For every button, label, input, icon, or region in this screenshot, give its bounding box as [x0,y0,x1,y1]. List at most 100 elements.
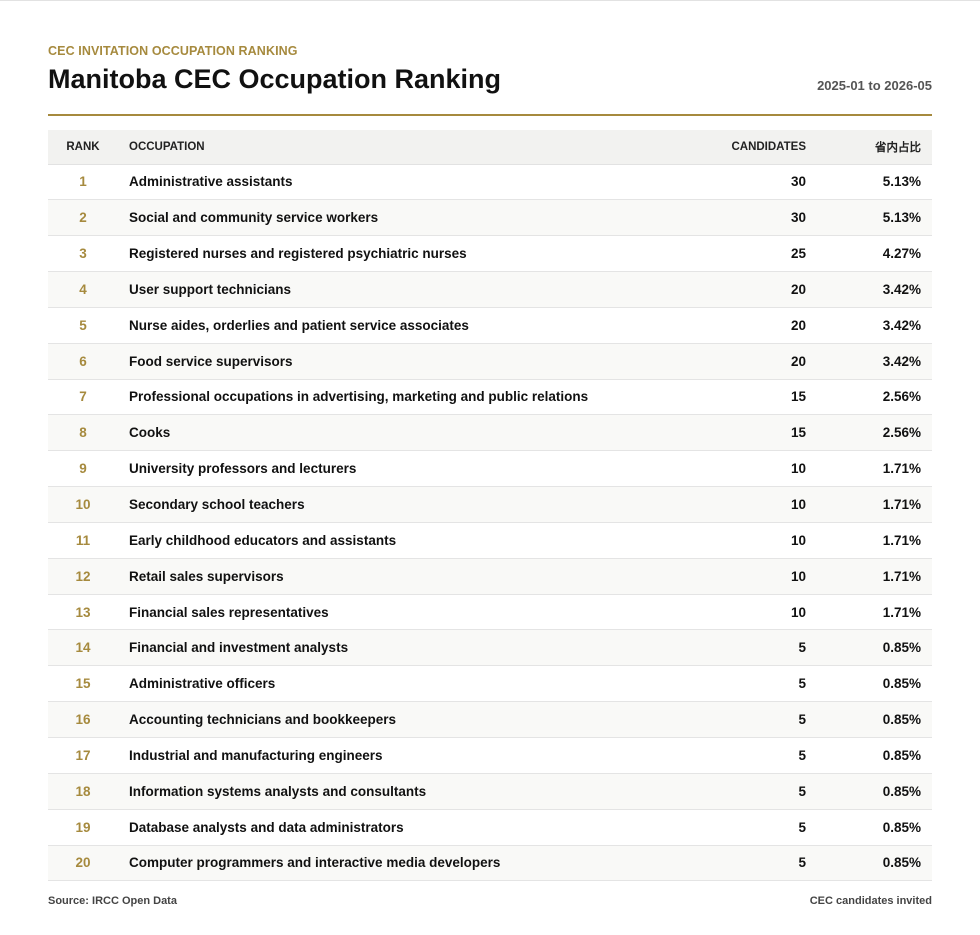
cell-share: 1.71% [806,486,932,523]
cell-occupation: Retail sales supervisors [118,558,678,595]
cell-share: 5.13% [806,199,932,237]
table-row: 4 User support technicians 20 3.42% [48,271,932,308]
table-header: RANK OCCUPATION CANDIDATES 省内占比 [48,130,932,165]
cell-share: 5.13% [806,164,932,201]
cell-candidates: 15 [678,414,806,452]
cell-candidates: 30 [678,164,806,201]
cell-occupation: Information systems analysts and consult… [118,773,678,810]
table-row: 3 Registered nurses and registered psychi… [48,235,932,273]
cell-share: 4.27% [806,235,932,273]
table-row: 18 Information systems analysts and consu… [48,773,932,810]
table-row: 8 Cooks 15 2.56% [48,414,932,452]
column-header-occupation: OCCUPATION [118,130,678,165]
cell-occupation: Database analysts and data administrator… [118,809,678,846]
cell-occupation: Secondary school teachers [118,486,678,523]
table-row: 6 Food service supervisors 20 3.42% [48,343,932,380]
cell-candidates: 20 [678,271,806,308]
table-body: 1 Administrative assistants 30 5.13% 2 Social… [48,164,932,882]
table-row: 13 Financial sales representatives 10 1.71% [48,594,932,631]
cell-rank: 14 [48,629,118,667]
cell-share: 3.42% [806,271,932,308]
cell-occupation: Cooks [118,414,678,452]
cell-rank: 4 [48,271,118,308]
cell-candidates: 30 [678,199,806,237]
cell-share: 0.85% [806,665,932,703]
cell-rank: 8 [48,414,118,452]
table-row: 16 Accounting technicians and bookkeepers… [48,701,932,738]
cell-candidates: 5 [678,665,806,703]
page-title: Manitoba CEC Occupation Ranking [48,64,502,94]
cell-share: 3.42% [806,343,932,380]
cell-share: 3.42% [806,307,932,344]
cell-rank: 6 [48,343,118,380]
cell-occupation: Early childhood educators and assistants [118,522,678,559]
cell-rank: 9 [48,450,118,488]
cell-candidates: 10 [678,594,806,631]
table-row: 20 Computer programmers and interactive m… [48,845,932,882]
table-row: 14 Financial and investment analysts 5 0.85… [48,629,932,667]
cell-candidates: 20 [678,307,806,344]
table-row: 1 Administrative assistants 30 5.13% [48,164,932,201]
table-row: 2 Social and community service workers 30 5… [48,199,932,237]
cell-rank: 1 [48,164,118,201]
cell-candidates: 5 [678,701,806,738]
cell-occupation: User support technicians [118,271,678,308]
cell-occupation: Registered nurses and registered psychia… [118,235,678,273]
table-row: 10 Secondary school teachers 10 1.71% [48,486,932,523]
cell-occupation: Industrial and manufacturing engineers [118,737,678,774]
cell-rank: 2 [48,199,118,237]
cell-candidates: 5 [678,629,806,667]
date-range: 2025-01 to 2026-05 [817,78,932,93]
cell-rank: 13 [48,594,118,631]
cell-occupation: Food service supervisors [118,343,678,380]
cell-candidates: 15 [678,379,806,416]
table-row: 15 Administrative officers 5 0.85% [48,665,932,703]
cell-share: 0.85% [806,809,932,846]
column-header-share: 省内占比 [806,130,932,165]
table-row: 5 Nurse aides, orderlies and patient serv… [48,307,932,344]
column-header-rank: RANK [48,130,118,165]
cell-occupation: Financial sales representatives [118,594,678,631]
cell-share: 0.85% [806,629,932,667]
cell-candidates: 10 [678,486,806,523]
cell-occupation: Nurse aides, orderlies and patient servi… [118,307,678,344]
cell-candidates: 5 [678,737,806,774]
cell-rank: 3 [48,235,118,273]
cell-occupation: Computer programmers and interactive med… [118,845,678,882]
cell-share: 1.71% [806,450,932,488]
cell-candidates: 5 [678,809,806,846]
table-row: 11 Early childhood educators and assistan… [48,522,932,559]
cell-rank: 18 [48,773,118,810]
cell-occupation: Administrative assistants [118,164,678,201]
cell-candidates: 10 [678,450,806,488]
cell-rank: 17 [48,737,118,774]
cell-share: 2.56% [806,379,932,416]
table-row: 19 Database analysts and data administrat… [48,809,932,846]
cell-share: 1.71% [806,558,932,595]
cell-rank: 5 [48,307,118,344]
cell-occupation: Administrative officers [118,665,678,703]
cell-share: 1.71% [806,594,932,631]
cell-rank: 20 [48,845,118,882]
column-header-candidates: CANDIDATES [678,130,806,165]
cell-share: 1.71% [806,522,932,559]
cell-rank: 15 [48,665,118,703]
cell-occupation: Accounting technicians and bookkeepers [118,701,678,738]
table-row: 7 Professional occupations in advertising… [48,379,932,416]
source-note: Source: IRCC Open Data [48,895,177,907]
cell-occupation: Professional occupations in advertising,… [118,379,678,416]
cell-candidates: 5 [678,845,806,882]
cell-rank: 11 [48,522,118,559]
footer-note: CEC candidates invited [809,895,932,907]
cell-share: 0.85% [806,773,932,810]
header-row: RANK OCCUPATION CANDIDATES 省内占比 [48,130,932,165]
cell-occupation: Financial and investment analysts [118,629,678,667]
cell-share: 0.85% [806,737,932,774]
cell-rank: 10 [48,486,118,523]
cell-occupation: Social and community service workers [118,199,678,237]
cell-candidates: 10 [678,558,806,595]
cell-share: 0.85% [806,701,932,738]
cell-candidates: 10 [678,522,806,559]
table-row: 12 Retail sales supervisors 10 1.71% [48,558,932,595]
